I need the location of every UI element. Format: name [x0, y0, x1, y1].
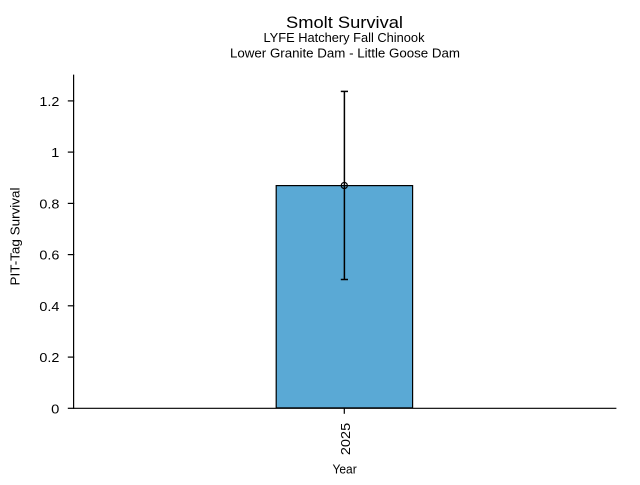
svg-text:0.6: 0.6 [39, 248, 59, 263]
svg-text:Lower Granite Dam - Little Goo: Lower Granite Dam - Little Goose Dam [230, 46, 460, 61]
svg-text:0.8: 0.8 [39, 197, 59, 212]
svg-text:Year: Year [333, 461, 358, 476]
svg-text:0.2: 0.2 [39, 350, 59, 365]
svg-text:1: 1 [51, 145, 59, 160]
svg-text:1.2: 1.2 [39, 94, 59, 109]
svg-text:PIT-Tag Survival: PIT-Tag Survival [7, 188, 22, 286]
svg-text:Smolt Survival: Smolt Survival [286, 13, 403, 32]
svg-text:0: 0 [51, 401, 59, 416]
svg-text:2025: 2025 [338, 423, 353, 455]
svg-text:LYFE Hatchery Fall Chinook: LYFE Hatchery Fall Chinook [264, 30, 425, 45]
svg-text:0.4: 0.4 [39, 299, 59, 314]
